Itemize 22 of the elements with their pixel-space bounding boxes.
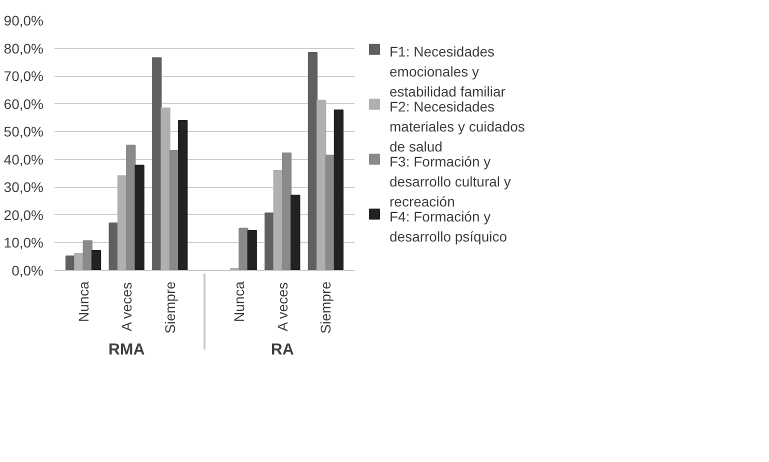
y-tick-label: 60,0%: [4, 96, 44, 112]
x-tick-label: Nunca: [231, 281, 248, 322]
x-tick-label: Nunca: [75, 281, 92, 322]
y-tick-label: 80,0%: [4, 40, 44, 56]
x-tick-label: Siempre: [162, 281, 178, 334]
y-tick-label: 90,0%: [4, 12, 44, 28]
x-tick-label: A veces: [118, 282, 135, 332]
text: RA: [270, 342, 294, 359]
x-tick-label: Siempre: [318, 281, 334, 334]
legend-label: F2: Necesidades materiales y cuidados de salud: [390, 98, 525, 155]
y-tick-label: 50,0%: [4, 124, 44, 140]
text: RMA: [108, 342, 146, 359]
y-tick-label: 20,0%: [4, 206, 44, 223]
y-tick-label: 70,0%: [4, 68, 44, 84]
y-tick-label: 10,0%: [4, 234, 44, 251]
y-tick-label: 0,0%: [12, 262, 44, 278]
y-tick-label: 30,0%: [4, 179, 44, 196]
legend-label: F3: Formación y desarrollo cultural y recreación: [390, 153, 511, 210]
legend-label: F1: Necesidades emocionales y estabilidad familiar: [390, 44, 506, 100]
y-tick-label: 40,0%: [4, 151, 44, 168]
legend-label: F4: Formación y desarrollo psíquico: [390, 208, 508, 244]
x-tick-label: A veces: [274, 282, 290, 332]
